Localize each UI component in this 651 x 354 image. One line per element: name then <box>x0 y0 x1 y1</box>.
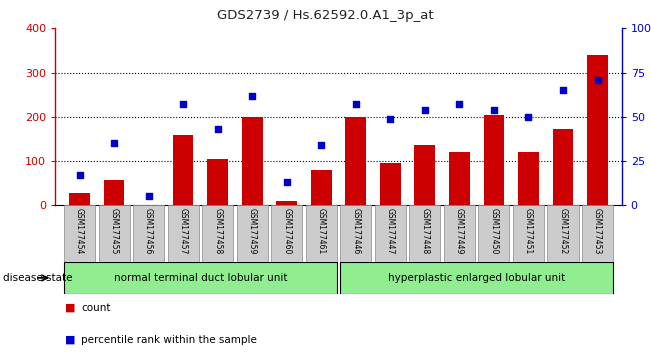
Text: ■: ■ <box>65 335 76 345</box>
Text: GSM177461: GSM177461 <box>317 208 326 255</box>
Bar <box>306 205 337 262</box>
Text: hyperplastic enlarged lobular unit: hyperplastic enlarged lobular unit <box>388 273 565 283</box>
Bar <box>340 262 613 294</box>
Point <box>489 107 499 113</box>
Point <box>454 102 465 107</box>
Bar <box>449 152 470 205</box>
Bar <box>207 159 228 205</box>
Bar <box>104 180 124 205</box>
Text: count: count <box>81 303 111 313</box>
Bar <box>311 170 331 205</box>
Point <box>592 77 603 82</box>
Point <box>74 172 85 178</box>
Bar <box>173 135 193 205</box>
Bar <box>237 205 268 262</box>
Bar <box>340 205 371 262</box>
Text: GSM177450: GSM177450 <box>490 208 499 255</box>
Point <box>178 102 188 107</box>
Bar <box>375 205 406 262</box>
Bar <box>415 145 436 205</box>
Bar <box>64 262 337 294</box>
Bar <box>582 205 613 262</box>
Point <box>212 126 223 132</box>
Text: GSM177453: GSM177453 <box>593 208 602 255</box>
Text: GSM177451: GSM177451 <box>524 208 533 255</box>
Bar <box>444 205 475 262</box>
Point <box>351 102 361 107</box>
Point <box>316 142 326 148</box>
Point <box>281 179 292 185</box>
Text: GSM177456: GSM177456 <box>144 208 153 255</box>
Text: GSM177459: GSM177459 <box>247 208 256 255</box>
Bar <box>409 205 440 262</box>
Bar <box>202 205 233 262</box>
Text: GSM177446: GSM177446 <box>352 208 360 255</box>
Text: GSM177454: GSM177454 <box>75 208 84 255</box>
Bar <box>64 205 95 262</box>
Bar <box>98 205 130 262</box>
Bar <box>271 205 302 262</box>
Point <box>247 93 257 98</box>
Bar <box>478 205 510 262</box>
Bar <box>346 117 366 205</box>
Bar <box>133 205 164 262</box>
Text: GSM177455: GSM177455 <box>109 208 118 255</box>
Bar <box>380 163 400 205</box>
Point <box>523 114 534 120</box>
Text: GSM177449: GSM177449 <box>455 208 464 255</box>
Bar <box>138 205 159 207</box>
Bar <box>277 201 297 205</box>
Bar <box>513 205 544 262</box>
Point <box>385 116 396 121</box>
Text: GSM177448: GSM177448 <box>421 208 430 255</box>
Text: GSM177457: GSM177457 <box>178 208 187 255</box>
Bar <box>518 152 539 205</box>
Bar <box>553 129 574 205</box>
Point <box>109 141 119 146</box>
Text: ■: ■ <box>65 303 76 313</box>
Bar <box>547 205 579 262</box>
Text: GSM177458: GSM177458 <box>213 208 222 255</box>
Bar <box>242 117 262 205</box>
Bar <box>69 193 90 205</box>
Bar <box>167 205 199 262</box>
Text: GSM177460: GSM177460 <box>283 208 291 255</box>
Text: GSM177452: GSM177452 <box>559 208 568 255</box>
Point <box>143 194 154 199</box>
Bar <box>587 55 608 205</box>
Text: normal terminal duct lobular unit: normal terminal duct lobular unit <box>114 273 287 283</box>
Text: percentile rank within the sample: percentile rank within the sample <box>81 335 257 345</box>
Text: GSM177447: GSM177447 <box>386 208 395 255</box>
Point <box>420 107 430 113</box>
Bar <box>484 115 505 205</box>
Text: disease state: disease state <box>3 273 73 283</box>
Point <box>558 87 568 93</box>
Text: GDS2739 / Hs.62592.0.A1_3p_at: GDS2739 / Hs.62592.0.A1_3p_at <box>217 9 434 22</box>
